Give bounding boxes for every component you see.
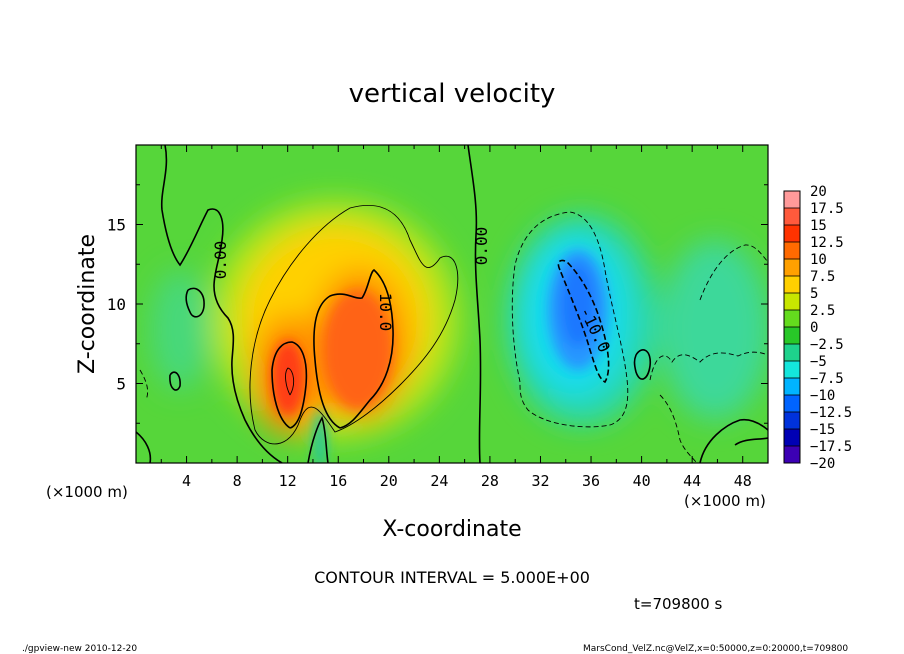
colorbar-label: −20 bbox=[810, 456, 835, 472]
y-tick-label: 5 bbox=[116, 375, 126, 394]
colorbar-swatch bbox=[784, 276, 800, 293]
zero-contour bbox=[734, 437, 768, 446]
x-tick-label: 8 bbox=[233, 472, 242, 490]
colorbar-label: 17.5 bbox=[810, 201, 844, 217]
colorbar-swatch bbox=[784, 412, 800, 429]
zero-contour bbox=[307, 416, 329, 463]
x-tick-label: 28 bbox=[481, 472, 499, 490]
colorbar-label: −5 bbox=[810, 354, 827, 370]
contour-neg10 bbox=[557, 259, 610, 384]
x-tick-label: 48 bbox=[734, 472, 752, 490]
zero-contour bbox=[467, 145, 482, 463]
colorbar-swatch bbox=[784, 446, 800, 463]
y-axis: 5 10 15 bbox=[107, 184, 768, 424]
colorbar-label: −10 bbox=[810, 388, 835, 404]
contour-5 bbox=[249, 204, 459, 445]
colorbar-swatch bbox=[784, 242, 800, 259]
y-axis-title: Z-coordinate bbox=[75, 234, 100, 374]
file-label: MarsCond_VelZ.nc@VelZ,x=0:50000,z=0:2000… bbox=[583, 644, 848, 654]
zero-contour bbox=[169, 371, 181, 391]
contour-label: 0.00 bbox=[472, 227, 491, 266]
x-tick-label: 36 bbox=[582, 472, 600, 490]
colorbar-swatch bbox=[784, 208, 800, 225]
colorbar-swatch bbox=[784, 310, 800, 327]
colorbar-swatch bbox=[784, 327, 800, 344]
colorbar-label: 2.5 bbox=[810, 303, 835, 319]
x-tick-label: 24 bbox=[430, 472, 448, 490]
x-axis: 4 8 12 16 20 24 28 32 36 40 44 48 bbox=[160, 145, 752, 490]
x-tick-label: 20 bbox=[380, 472, 398, 490]
colorbar-label: 20 bbox=[810, 184, 827, 200]
contour-neg5 bbox=[659, 394, 697, 463]
updraft-core bbox=[271, 340, 305, 416]
colorbar-swatch bbox=[784, 378, 800, 395]
colorbar-swatch bbox=[784, 259, 800, 276]
colorbar-swatch bbox=[784, 361, 800, 378]
program-label: ./gpview-new 2010-12-20 bbox=[22, 644, 137, 654]
colorbar-label: −12.5 bbox=[810, 405, 852, 421]
x-tick-label: 12 bbox=[279, 472, 297, 490]
colorbar-label: −7.5 bbox=[810, 371, 844, 387]
colorbar-label: −15 bbox=[810, 422, 835, 438]
colorbar-label: −2.5 bbox=[810, 337, 844, 353]
contour-neg5 bbox=[649, 244, 768, 381]
colorbar-swatch bbox=[784, 293, 800, 310]
zero-contour bbox=[699, 418, 768, 463]
zero-contour bbox=[633, 349, 652, 380]
zero-contour bbox=[185, 287, 205, 318]
contour-label: 0.00 bbox=[211, 241, 230, 280]
contours bbox=[136, 145, 768, 463]
colorbar-label: 0 bbox=[810, 320, 818, 336]
weak-negative-region bbox=[660, 240, 768, 420]
x-axis-title: X-coordinate bbox=[382, 517, 521, 542]
colorbar-label: 7.5 bbox=[810, 269, 835, 285]
y-axis-unit: (×1000 m) bbox=[46, 483, 128, 501]
colorbar-swatch bbox=[784, 395, 800, 412]
x-tick-label: 32 bbox=[531, 472, 549, 490]
y-tick-label: 15 bbox=[107, 216, 126, 235]
y-tick-label: 10 bbox=[107, 295, 126, 314]
colorbar-swatch bbox=[784, 191, 800, 208]
updraft bbox=[323, 290, 393, 410]
colorbar-label: 12.5 bbox=[810, 235, 844, 251]
plot-area: 0.00 0.00 10.0 -10.0 bbox=[136, 145, 768, 463]
colorbar-swatch bbox=[784, 429, 800, 446]
colorbar: 2017.51512.5107.552.50−2.5−5−7.5−10−12.5… bbox=[783, 184, 852, 472]
contour-neg5 bbox=[511, 211, 629, 428]
x-tick-label: 44 bbox=[683, 472, 701, 490]
chart-title: vertical velocity bbox=[349, 79, 556, 109]
zero-contour bbox=[160, 145, 283, 463]
contour-15 bbox=[285, 367, 295, 396]
weak-negative-region bbox=[150, 270, 210, 390]
x-tick-label: 4 bbox=[182, 472, 191, 490]
colorbar-label: 10 bbox=[810, 252, 827, 268]
contour-interval: CONTOUR INTERVAL = 5.000E+00 bbox=[314, 568, 590, 587]
x-tick-label: 16 bbox=[329, 472, 347, 490]
time-label: t=709800 s bbox=[634, 595, 722, 613]
colorbar-label: −17.5 bbox=[810, 439, 852, 455]
colorbar-label: 15 bbox=[810, 218, 827, 234]
contour-10 bbox=[271, 341, 308, 429]
contour-label: 10.0 bbox=[376, 293, 395, 332]
zero-contour bbox=[136, 431, 152, 463]
colorbar-swatch bbox=[784, 344, 800, 361]
x-axis-unit: (×1000 m) bbox=[684, 492, 766, 510]
colorbar-label: 5 bbox=[810, 286, 818, 302]
contour-neg5 bbox=[139, 369, 149, 401]
velocity-cores bbox=[271, 250, 608, 463]
downdraft-core bbox=[560, 263, 596, 347]
contour-10 bbox=[313, 269, 394, 429]
colorbar-swatch bbox=[784, 225, 800, 242]
x-tick-label: 40 bbox=[633, 472, 651, 490]
